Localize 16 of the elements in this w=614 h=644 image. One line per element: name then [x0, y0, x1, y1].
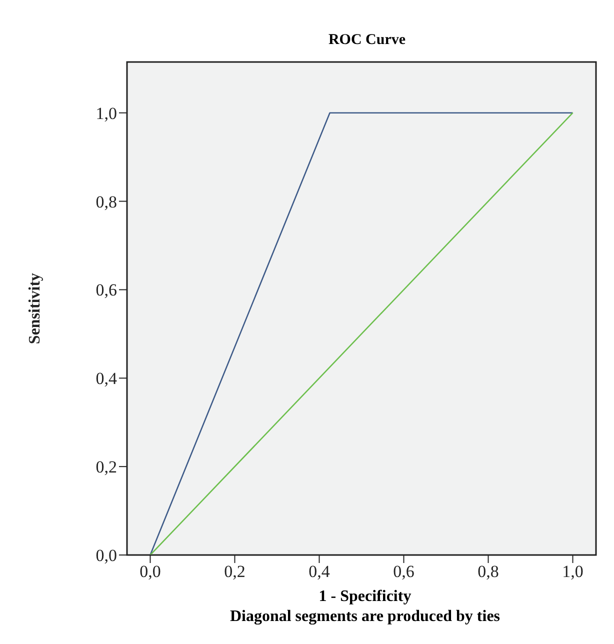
x-tick-label: 0,0: [140, 562, 161, 582]
y-tick-label: 1,0: [96, 104, 117, 123]
x-tick-label: 0,4: [308, 562, 330, 582]
x-tick-label: 1,0: [562, 562, 584, 582]
y-tick-label: 0,0: [96, 546, 117, 566]
x-tick-label: 0,6: [393, 562, 414, 582]
chart-title: ROC Curve: [327, 32, 407, 49]
x-tick-label: 0,8: [478, 562, 499, 582]
y-tick-label: 0,6: [96, 280, 117, 300]
x-axis-title: 1 - Specificity: [318, 588, 412, 606]
y-axis-title: Sensitivity: [26, 272, 44, 344]
y-tick-label: 0,2: [96, 458, 117, 477]
y-tick-label: 0,8: [96, 192, 117, 212]
y-tick-label: 0,4: [96, 369, 118, 388]
text: Diagonal segments are produced by ties: [228, 608, 502, 626]
x-tick-label: 0,2: [224, 562, 246, 582]
